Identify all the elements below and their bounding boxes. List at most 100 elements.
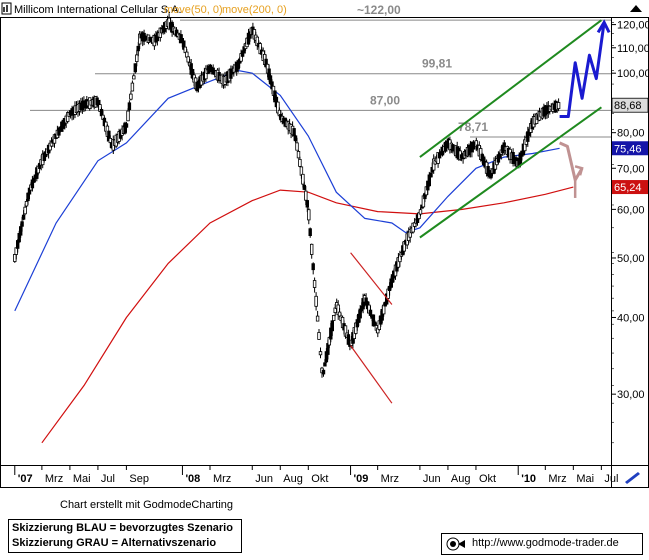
last-close-badge-text: 88,68: [614, 100, 642, 112]
candle-body: [132, 75, 136, 80]
x-tick-label: '09: [354, 473, 369, 485]
candle-body: [318, 351, 323, 356]
x-tick-label: Mrz: [381, 473, 399, 485]
candle-body: [296, 150, 301, 159]
candle-body: [312, 280, 317, 288]
ma50-value-badge: [612, 141, 648, 156]
candle-body: [135, 54, 139, 63]
level-label: 78,71: [458, 120, 488, 134]
candle-body: [108, 137, 112, 144]
ma50-line: [14, 69, 560, 312]
candle-body: [307, 209, 311, 221]
drawn-trendlines: [350, 19, 611, 404]
x-tick-label: Mai: [73, 473, 91, 485]
candle-body: [309, 243, 314, 255]
website-url[interactable]: http://www.godmode-trader.de: [472, 537, 619, 549]
ma200-label: move(200, 0): [222, 4, 287, 16]
candle-body: [331, 314, 336, 321]
candle-body: [305, 200, 309, 208]
last-value-badges: 88,68 75,46 65,24: [611, 97, 649, 195]
candle-body: [13, 253, 17, 262]
chart-software-credit: Chart erstellt mit GodmodeCharting: [60, 499, 234, 511]
bear-channel-upper-line: [350, 252, 393, 305]
godmode-logo-icon: [446, 537, 465, 551]
ma50-label: move(50, 0): [164, 4, 223, 16]
scroll-up-icon[interactable]: [630, 5, 642, 12]
x-tick-label: Okt: [479, 473, 496, 485]
x-axis: '07 Mrz Mai Jul Sep '08 Mrz Jun Aug Okt '09 Mrz Jun A…: [14, 465, 618, 485]
scenario-legend: Skizzierung BLAU = bevorzugtes Szenario …: [8, 519, 242, 553]
candle-body: [302, 184, 306, 190]
x-tick-label: Jun: [423, 473, 441, 485]
ma200-value-badge-text: 65,24: [614, 182, 642, 194]
candle-body: [129, 93, 133, 100]
x-tick-label: Mrz: [548, 473, 566, 485]
y-tick-label: 110,00: [617, 43, 649, 55]
candle-body: [186, 56, 190, 63]
candle-body: [24, 200, 29, 207]
x-tick-label: Okt: [311, 473, 328, 485]
y-tick-label: 60,00: [617, 204, 645, 216]
last-close-badge: [611, 97, 649, 113]
x-tick-label: Mrz: [45, 473, 63, 485]
candle-body: [126, 110, 130, 122]
candle-body: [304, 190, 308, 201]
ma50-value-badge-text: 75,46: [614, 143, 642, 155]
candle-body: [130, 82, 135, 92]
x-tick-label: Mai: [576, 473, 594, 485]
grey-scenario-arrowhead: [574, 165, 584, 176]
y-tick-label: 80,00: [617, 128, 645, 140]
upper-channel-line: [419, 19, 603, 158]
support-resistance-levels: ~122,00 99,81 87,00 78,71: [30, 3, 611, 138]
candle-body: [133, 63, 137, 73]
x-tick-label: '08: [185, 473, 200, 485]
y-tick-label: 120,00: [617, 20, 649, 32]
price-candles: [13, 13, 561, 378]
x-tick-label: Sep: [129, 473, 149, 485]
level-label: 99,81: [422, 57, 452, 71]
candle-body: [23, 206, 27, 215]
candle-body: [136, 45, 140, 52]
y-tick-label: 30,00: [617, 389, 645, 401]
candle-body: [301, 173, 305, 185]
y-axis-frame: [611, 17, 649, 466]
candle-body: [314, 295, 318, 307]
candle-body: [315, 315, 320, 322]
candle-body: [20, 221, 24, 227]
x-axis-frame: [0, 465, 612, 488]
candle-body: [298, 158, 302, 167]
y-tick-label: 40,00: [617, 312, 645, 324]
x-tick-label: '07: [18, 473, 33, 485]
ma200-polyline: [41, 186, 574, 444]
x-tick-label: Jul: [604, 473, 618, 485]
candle-body: [21, 214, 26, 220]
candle-body: [292, 128, 296, 137]
x-tick-label: '10: [521, 473, 536, 485]
candle-body: [14, 247, 18, 255]
chart-title: Millicom International Cellular S.A.: [14, 4, 182, 16]
x-tick-label: Aug: [451, 473, 471, 485]
candle-body: [323, 362, 327, 367]
x-tick-label: Mrz: [213, 473, 231, 485]
grey-scenario-line: [558, 141, 584, 182]
candle-body: [330, 320, 334, 332]
candle-body: [321, 369, 326, 375]
y-tick-label: 50,00: [617, 253, 645, 265]
draw-tool-icon[interactable]: [625, 472, 640, 484]
plot-area-frame: [0, 17, 612, 466]
lower-channel-line: [419, 106, 602, 239]
ma200-line: [41, 186, 574, 444]
level-label: 87,00: [370, 93, 400, 107]
candle-body: [124, 123, 129, 128]
blue-scenario-arrowhead: [596, 19, 611, 34]
y-tick-label: 70,00: [617, 163, 645, 175]
candle-body: [337, 311, 342, 317]
legend-grey-scenario: Skizzierung GRAU = Alternativszenario: [12, 537, 217, 549]
candle-body: [311, 263, 315, 271]
level-label: ~122,00: [357, 3, 401, 17]
ma50-polyline: [14, 69, 560, 312]
candle-body: [556, 102, 561, 109]
candle-body: [127, 102, 132, 111]
y-tick-label: 100,00: [617, 68, 649, 80]
website-credit[interactable]: http://www.godmode-trader.de: [441, 533, 643, 555]
